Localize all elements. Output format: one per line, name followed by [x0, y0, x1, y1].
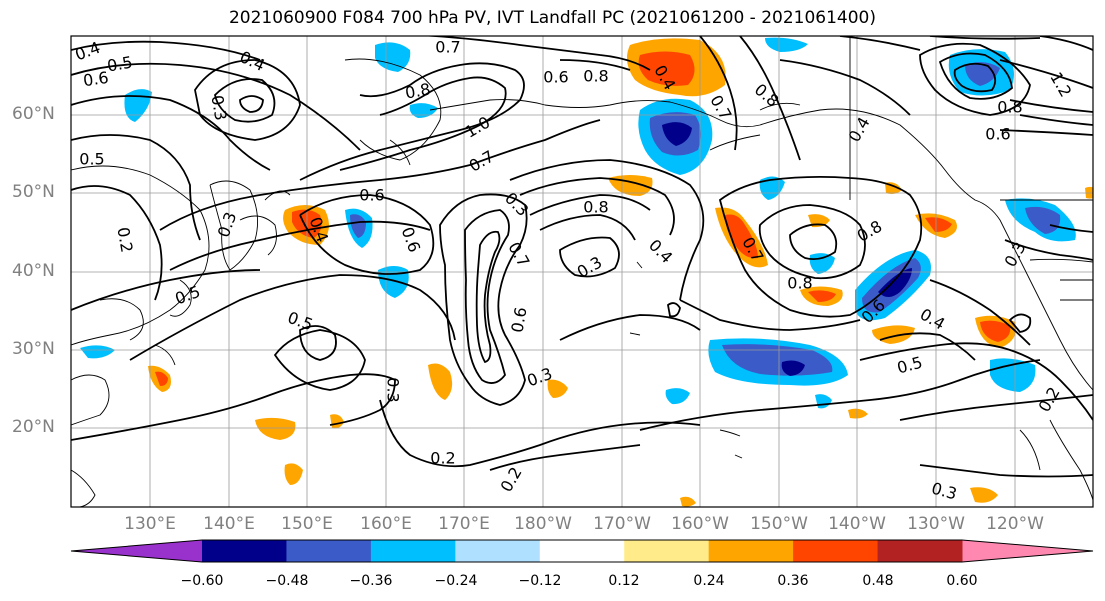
lon-label-140w: 140°W [828, 514, 886, 534]
contour-label: 0.7 [435, 38, 460, 57]
lon-label-180w: 180°W [514, 514, 572, 534]
colorbar-tick-label: −0.60 [180, 573, 224, 589]
contour-label: 0.8 [404, 79, 432, 102]
colorbar-bin [877, 540, 963, 562]
contour-label: 0.5 [106, 52, 134, 75]
contour-label: 0.2 [430, 449, 455, 468]
colorbar-tick-label: −0.12 [518, 573, 562, 589]
lon-label-130w: 130°W [907, 514, 965, 534]
colorbar-tick-label: 0.36 [777, 573, 809, 589]
colorbar-tick-label: −0.24 [434, 573, 478, 589]
coastlines [71, 36, 1093, 507]
colorbar-bin [624, 540, 710, 562]
lon-label-150w: 150°W [750, 514, 808, 534]
plot-frame [70, 35, 1094, 508]
contour-label: 0.6 [359, 186, 384, 205]
contour-label: 0.6 [985, 125, 1010, 144]
contour-label: 0.8 [787, 274, 812, 293]
colorbar-outline [70, 539, 1094, 563]
colorbar-bin [370, 540, 456, 562]
colorbar-bin [793, 540, 879, 562]
contour-label: 0.6 [82, 68, 110, 90]
colorbar-tick-label: 0.48 [862, 573, 894, 589]
contour-label: 0.2 [113, 226, 136, 254]
colorbar-tick-label: 0.24 [693, 573, 725, 589]
lat-label-20n: 20°N [12, 417, 55, 437]
lat-label-50n: 50°N [12, 182, 55, 202]
lon-label-140e: 140°E [203, 514, 255, 534]
colorbar-extend-low [71, 540, 202, 562]
colorbar-tick-label: 0.60 [946, 573, 978, 589]
contour-label: 0.3 [384, 377, 403, 402]
lon-label-150e: 150°E [281, 514, 333, 534]
colorbar-bin [708, 540, 794, 562]
lat-label-60n: 60°N [12, 104, 55, 124]
lon-label-120w: 120°W [986, 514, 1044, 534]
colorbar-tick-label: 0.12 [608, 573, 640, 589]
lon-label-170w: 170°W [593, 514, 651, 534]
colorbar-bin [286, 540, 372, 562]
lon-label-170e: 170°E [438, 514, 490, 534]
colorbar [70, 539, 1094, 563]
colorbar-tick-label: −0.48 [265, 573, 309, 589]
contour-label: 0.6 [543, 68, 568, 87]
colorbar-extend-high [962, 540, 1093, 562]
contour-label: 0.3 [207, 94, 230, 122]
lat-label-30n: 30°N [12, 339, 55, 359]
lat-label-40n: 40°N [12, 261, 55, 281]
contour-label: 0.6 [507, 306, 530, 334]
contour-label: 0.8 [583, 198, 608, 217]
lon-label-160w: 160°W [671, 514, 729, 534]
contour-label: 0.8 [997, 98, 1022, 117]
colorbar-bin [455, 540, 541, 562]
graticule [71, 36, 1093, 507]
pv-contours [71, 36, 1093, 478]
shaded-anomalies [80, 37, 1093, 507]
map-title: 2021060900 F084 700 hPa PV, IVT Landfall… [228, 8, 876, 28]
lon-label-130e: 130°E [124, 514, 176, 534]
lon-label-160e: 160°E [360, 514, 412, 534]
contour-label: 0.5 [79, 150, 104, 169]
colorbar-bin [539, 540, 625, 562]
colorbar-tick-label: −0.36 [349, 573, 393, 589]
contour-label: 0.8 [583, 67, 608, 86]
colorbar-bin [202, 540, 287, 562]
